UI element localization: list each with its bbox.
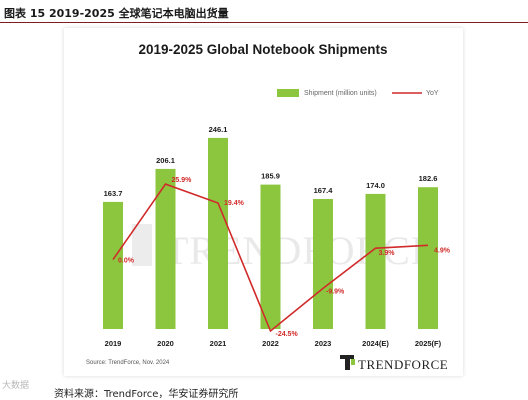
- bar-2021: [208, 137, 228, 329]
- shipments-chart: TRENDFORCE 2019-2025 Global Notebook Shi…: [86, 42, 451, 372]
- watermark: TRENDFORCE: [132, 224, 436, 273]
- bar-2022: [260, 184, 281, 329]
- bars-group: 163.7 206.1 246.1 185.9 167.4 174.0 182.6: [103, 125, 438, 329]
- yoy-line: [112, 183, 429, 333]
- chart-title: 2019-2025 Global Notebook Shipments: [138, 42, 387, 57]
- corner-watermark: 大数据: [2, 381, 30, 391]
- x-tick-label: 2024(E): [362, 339, 389, 348]
- x-tick-label: 2019: [105, 339, 122, 348]
- yoy-value-label: 4.9%: [434, 247, 451, 254]
- yoy-value-label: 25.9%: [172, 177, 193, 184]
- bar-2024(E): [365, 193, 386, 329]
- legend-shipment-label: Shipment (million units): [304, 90, 377, 97]
- legend-yoy-label: YoY: [426, 90, 439, 97]
- bar-value-label: 206.1: [156, 156, 175, 165]
- yoy-value-label: -24.5%: [276, 331, 299, 338]
- yoy-value-label: 3.9%: [379, 250, 396, 257]
- x-tick-label: 2023: [315, 339, 332, 348]
- x-tick-label: 2022: [262, 339, 279, 348]
- bar-value-label: 163.7: [104, 189, 123, 198]
- yoy-value-label: 19.4%: [224, 200, 245, 207]
- yoy-value-label: -9.9%: [326, 288, 345, 295]
- caption-rule: [0, 22, 528, 23]
- bar-2019: [103, 201, 123, 329]
- watermark-mark: [132, 224, 152, 266]
- x-tick-group: 2019 2020 2021 2022 2023 2024(E) 2025(F): [105, 339, 442, 348]
- bar-value-label: 182.6: [419, 174, 438, 183]
- figure-caption: 图表 15 2019-2025 全球笔记本电脑出货量: [4, 7, 229, 20]
- x-tick-label: 2020: [157, 339, 174, 348]
- chart-panel: TRENDFORCE 2019-2025 Global Notebook Shi…: [64, 28, 463, 376]
- bar-value-label: 174.0: [366, 181, 385, 190]
- logo-mark-accent: [351, 359, 355, 365]
- watermark-text: TRENDFORCE: [164, 228, 436, 273]
- logo-text: TRENDFORCE: [358, 357, 448, 372]
- bar-value-label: 246.1: [209, 125, 228, 134]
- bar-value-label: 185.9: [261, 172, 280, 181]
- logo-mark-top: [340, 355, 354, 359]
- bar-2020: [155, 168, 176, 329]
- bar-2023: [313, 199, 333, 329]
- legend: Shipment (million units) YoY: [277, 89, 439, 97]
- legend-shipment-swatch: [277, 89, 299, 97]
- yoy-group: 0.0% 25.9% 19.4% -24.5% -9.9% 3.9% 4.9%: [112, 177, 451, 338]
- x-tick-label: 2021: [210, 339, 227, 348]
- bar-2025(F): [418, 187, 438, 329]
- logo-mark-stem: [345, 359, 350, 370]
- chart-source-note: Source: TrendForce, Nov. 2024: [86, 360, 170, 366]
- bar-value-label: 167.4: [314, 186, 334, 195]
- trendforce-logo: TRENDFORCE: [340, 355, 448, 372]
- yoy-value-label: 0.0%: [118, 258, 135, 265]
- source-line: 资料来源：TrendForce，华安证券研究所: [54, 389, 239, 400]
- x-tick-label: 2025(F): [415, 339, 442, 348]
